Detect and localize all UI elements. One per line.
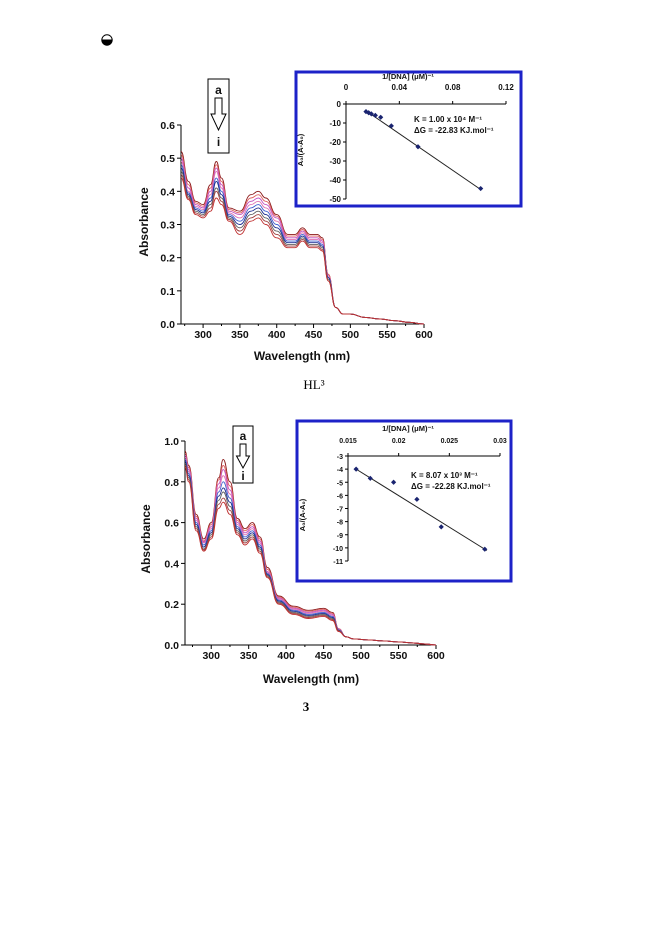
x-axis-title: Wavelength (nm) [254,349,350,363]
inset-data-point [372,112,378,118]
y-tick-label: 0.3 [160,220,175,232]
spectrum-line-i [184,467,437,646]
y-tick-label: 0.2 [160,253,175,265]
circle-bar-icon [101,34,113,46]
x-tick-label: 600 [415,329,433,341]
inset-data-point [368,111,374,117]
y-tick-label: 0.6 [160,120,175,132]
inset-y-tick-label: -10 [333,546,343,553]
spectra-lines [180,151,425,325]
inset-y-tick-label: -50 [329,195,341,204]
y-tick-label: 0.4 [164,558,179,570]
inset-data-point [415,144,421,150]
inset-y-tick-label: -9 [337,533,343,540]
inset-x-tick-label: 0.015 [339,438,357,445]
caption-complex-3: 3 [303,699,310,714]
inset-y-tick-label: -30 [329,157,341,166]
x-tick-label: 400 [268,329,286,341]
inset-y-tick-label: -10 [329,119,341,128]
inset-x-tick-label: 0.03 [493,438,507,445]
inset-y-tick-label: -3 [337,454,343,461]
hl3-binding-inset: 1/[DNA] (μM)⁻¹ A₀/(A-A₀) K = 1.00 x 10⁴ … [294,70,523,208]
inset-y-tick-label: -4 [337,467,343,474]
inset-data-point [378,114,384,120]
down-arrow-icon [235,443,251,470]
y-tick-label: 0.1 [160,286,175,298]
inset-x-tick-label: 0.08 [445,83,461,92]
y-axis-title: Absorbance [137,187,151,257]
inset-x-axis-title: 1/[DNA] (μM)⁻¹ [382,424,434,433]
inset-data-point [388,123,394,129]
inset-data-point [391,479,397,485]
inset-x-tick-label: 0.025 [441,438,459,445]
inset-y-tick-label: -8 [337,520,343,527]
inset-x-tick-label: 0.04 [392,83,408,92]
arrow-start-label: a [215,83,222,97]
inset-data-point [366,110,372,116]
inset-y-tick-label: -40 [329,176,341,185]
inset-y-axis-title: A₀/(A-A₀) [298,498,307,531]
inset-fit-line [355,468,488,551]
y-tick-label: 0.0 [164,640,179,652]
x-tick-label: 350 [231,329,249,341]
spectra-lines [184,450,437,646]
inset-x-tick-label: 0 [344,83,349,92]
x-tick-label: 500 [342,329,360,341]
direction-arrow-box: a i [232,425,254,484]
inset-data-point [438,524,444,530]
inset-y-tick-label: -20 [329,138,341,147]
y-axis-title: Absorbance [139,504,153,574]
x-tick-label: 600 [427,650,445,662]
x-tick-label: 350 [240,650,258,662]
complex3-binding-inset: 1/[DNA] (μM)⁻¹ A₀/(A-A₀) K = 8.07 x 10³ … [295,419,513,583]
x-tick-label: 300 [194,329,212,341]
inset-annotation-k: K = 8.07 x 10³ M⁻¹ [411,471,478,480]
down-arrow-icon [210,97,227,132]
inset-data-point [414,496,420,502]
inset-y-axis-title: A₀/(A-A₀) [296,133,305,166]
y-tick-label: 0.0 [160,319,175,331]
inset-data-point [367,475,373,481]
inset-data-point [478,185,484,192]
x-tick-label: 550 [378,329,396,341]
x-tick-label: 450 [315,650,333,662]
inset-x-tick-label: 0.02 [392,438,406,445]
axes: 300 350 400 450 500 550 600 0.0 0.1 0.2 0.3 0.4 0.5 0… [160,120,433,341]
inset-data-point [353,466,359,472]
inset-y-tick-label: -7 [337,507,343,514]
complex3-spectrum-chart: 300 350 400 450 500 550 6000.00.20.40.60.81.0 … [139,419,513,686]
inset-annotation-dg: ΔG = -22.83 KJ.mol⁻¹ [414,126,494,135]
y-tick-label: 0.6 [164,518,179,530]
y-tick-label: 0.5 [160,153,175,165]
arrow-start-label: a [240,429,247,443]
inset-annotation-k: K = 1.00 x 10⁴ M⁻¹ [414,115,482,124]
inset-data-point [482,546,488,552]
x-tick-label: 550 [390,650,408,662]
y-tick-label: 1.0 [164,436,179,448]
x-tick-label: 400 [277,650,295,662]
caption-hl3: HL³ [303,377,324,392]
inset-annotation-dg: ΔG = -22.28 KJ.mol⁻¹ [411,482,491,491]
hl3-spectrum-chart: 300 350 400 450 500 550 600 0.0 0.1 0.2 0.3 0.4 0.5 0… [137,70,523,363]
x-tick-label: 450 [305,329,323,341]
spectrum-line-i [180,177,425,325]
inset-y-tick-label: 0 [337,100,342,109]
y-tick-label: 0.8 [164,477,179,489]
x-tick-label: 500 [352,650,370,662]
arrow-end-label: i [241,469,244,483]
arrow-end-label: i [217,135,220,149]
inset-y-tick-label: -5 [337,480,343,487]
inset-x-axis-title: 1/[DNA] (μM)⁻¹ [382,72,434,81]
inset-fit-line [365,110,481,190]
direction-arrow-box: a i [207,78,230,154]
axes: 300 350 400 450 500 550 600 0.0 0.2 0.4 0.6 0.8 1.0 [164,436,445,662]
inset-y-tick-label: -11 [333,559,343,566]
y-tick-label: 0.2 [164,599,179,611]
x-tick-label: 300 [202,650,220,662]
inset-x-tick-label: 0.12 [498,83,514,92]
y-tick-label: 0.4 [160,186,175,198]
inset-y-tick-label: -6 [337,493,343,500]
x-axis-title: Wavelength (nm) [263,672,359,686]
